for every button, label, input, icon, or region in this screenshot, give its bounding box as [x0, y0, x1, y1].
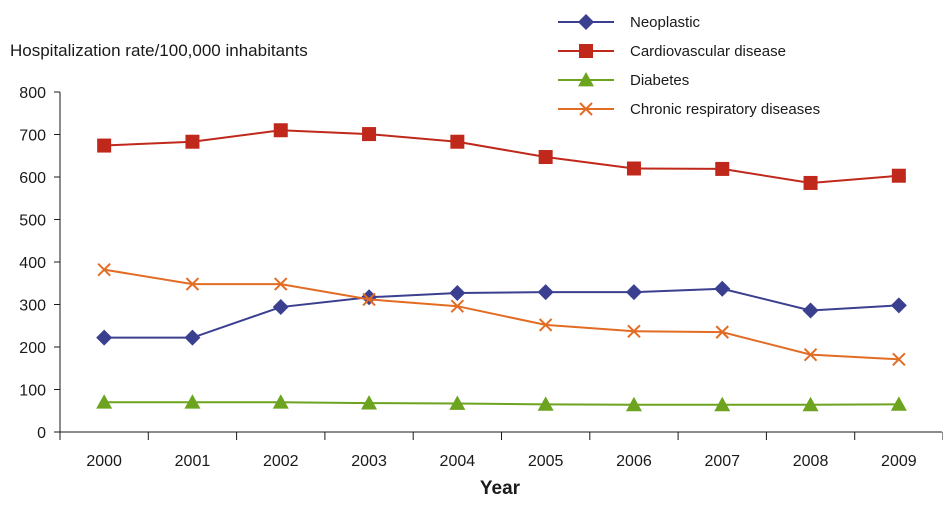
series-layer [96, 123, 907, 412]
legend-item: Cardiovascular disease [558, 43, 786, 60]
data-point [361, 395, 378, 410]
x-axis-title: Year [480, 478, 521, 499]
x-tick-label: 2005 [528, 453, 564, 470]
data-point [97, 138, 112, 153]
legend-marker [578, 72, 594, 87]
data-point [538, 318, 553, 332]
x-tick-label: 2000 [86, 453, 122, 470]
legend-label: Diabetes [630, 72, 689, 89]
series-line [104, 287, 899, 339]
y-axis-title: Hospitalization rate/100,000 inhabitants [10, 41, 308, 60]
data-point [449, 285, 466, 302]
legend-label: Neoplastic [630, 14, 701, 31]
data-point [185, 277, 200, 291]
data-point [362, 292, 376, 307]
legend-marker [578, 14, 594, 30]
x-tick-label: 2008 [793, 453, 829, 470]
data-point [537, 284, 554, 301]
data-point [272, 299, 289, 316]
data-point-stroke [97, 262, 111, 277]
data-point [274, 277, 288, 291]
data-point-stroke [450, 299, 465, 313]
data-point [802, 302, 819, 319]
series-line [103, 268, 899, 361]
data-point [184, 394, 201, 409]
y-tick-label: 600 [19, 170, 46, 187]
data-point [891, 168, 906, 183]
data-point [97, 262, 111, 277]
legend-item: Chronic respiratory diseases [558, 101, 820, 118]
legend-label: Chronic respiratory diseases [630, 101, 820, 118]
data-point-stroke [538, 318, 553, 332]
x-tick-label: 2007 [704, 453, 740, 470]
data-point [892, 352, 906, 367]
y-tick-label: 0 [37, 425, 46, 442]
data-point [185, 134, 200, 149]
legend-label: Cardiovascular disease [630, 43, 786, 60]
y-tick-label: 500 [19, 213, 46, 230]
legend-item: Neoplastic [558, 14, 701, 31]
x-tick-label: 2004 [440, 453, 476, 470]
data-point [714, 396, 731, 412]
axes: 0 100 200 300 400 500 600 700 800 2000 2001 2002 200… [19, 85, 943, 470]
data-point [803, 175, 818, 190]
data-point [714, 280, 731, 297]
data-point-stroke [715, 325, 729, 339]
x-tick-label: 2009 [881, 453, 917, 470]
data-point [362, 127, 377, 142]
data-point [273, 123, 288, 138]
data-point [890, 396, 907, 411]
data-point-stroke [274, 277, 288, 291]
y-tick-label: 400 [19, 255, 46, 272]
data-point [890, 297, 907, 314]
series-line [104, 129, 899, 184]
x-tick-label: 2001 [175, 453, 211, 470]
legend-marker [579, 44, 593, 58]
legend-item: Diabetes [558, 72, 689, 89]
data-point-stroke [892, 352, 906, 367]
y-tick-label: 700 [19, 128, 46, 145]
data-point [184, 329, 201, 346]
data-point [96, 329, 113, 346]
data-point [449, 395, 466, 410]
series-neoplastic [96, 280, 907, 346]
x-tick-label: 2002 [263, 453, 299, 470]
data-point [361, 289, 378, 306]
data-point [625, 284, 642, 301]
data-point [802, 396, 819, 412]
data-point [450, 134, 465, 149]
series-cardiovascular-disease [97, 123, 906, 190]
x-tick-label: 2003 [351, 453, 387, 470]
y-tick-label: 300 [19, 298, 46, 315]
data-point [450, 299, 465, 313]
series-line [104, 401, 899, 406]
x-tick-label: 2006 [616, 453, 652, 470]
data-point [803, 347, 818, 362]
data-point-stroke [627, 324, 641, 338]
data-point [96, 394, 113, 409]
data-point [715, 325, 729, 339]
data-point [715, 161, 730, 176]
y-tick-label: 100 [19, 383, 46, 400]
data-point [537, 396, 554, 411]
data-point [272, 394, 289, 409]
legend-marker [579, 102, 593, 116]
data-point-stroke [362, 292, 376, 307]
y-tick-label: 800 [19, 85, 46, 102]
y-tick-label: 200 [19, 340, 46, 357]
data-point [627, 324, 641, 338]
data-point [625, 396, 642, 412]
data-point-stroke [185, 277, 200, 291]
series-diabetes [96, 394, 907, 412]
data-point-stroke [803, 347, 818, 362]
legend-marker-stroke [579, 102, 593, 116]
data-point [626, 161, 641, 176]
data-point [538, 150, 553, 165]
series-chronic-respiratory-diseases [97, 262, 906, 367]
legend: Neoplastic Cardiovascular disease Diabetes… [558, 14, 820, 118]
